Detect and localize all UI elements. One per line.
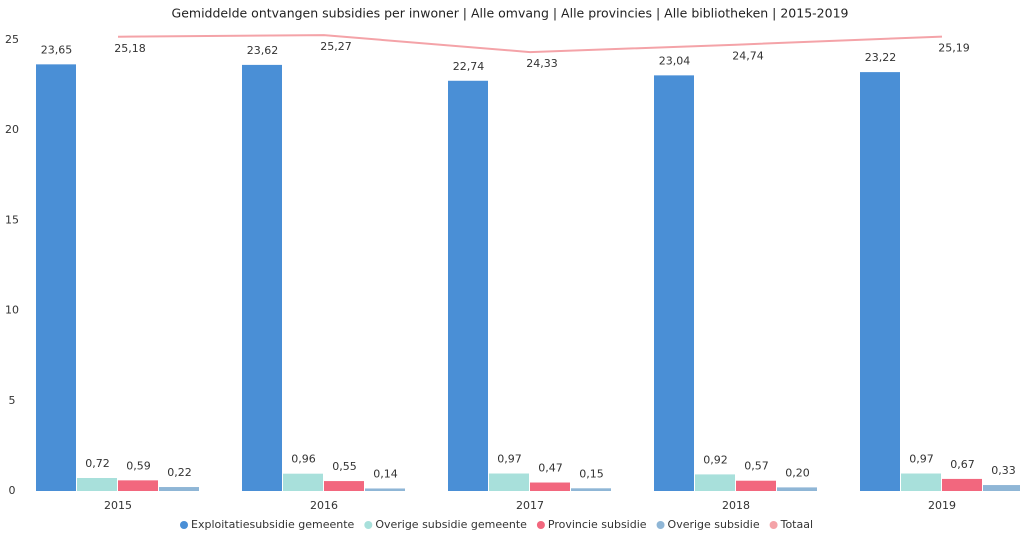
total-label: 25,18 <box>114 42 146 55</box>
value-label: 23,22 <box>865 51 897 64</box>
x-tick-label: 2018 <box>722 499 750 512</box>
value-label: 0,72 <box>85 457 110 470</box>
value-label: 0,20 <box>785 466 810 479</box>
value-label: 23,04 <box>659 54 691 67</box>
legend-label: Exploitatiesubsidie gemeente <box>191 518 355 531</box>
bar <box>695 474 735 491</box>
bar <box>860 72 900 491</box>
bar <box>242 64 282 491</box>
y-tick-label: 5 <box>9 394 16 407</box>
bar <box>118 480 158 491</box>
legend-label: Overige subsidie gemeente <box>375 518 527 531</box>
bar <box>365 488 405 491</box>
y-tick-label: 0 <box>9 484 16 497</box>
legend-label: Overige subsidie <box>668 518 760 531</box>
value-label: 0,55 <box>332 460 357 473</box>
bar <box>77 478 117 491</box>
y-tick-label: 20 <box>5 123 19 136</box>
legend-label: Provincie subsidie <box>548 518 647 531</box>
y-tick-label: 25 <box>5 33 19 46</box>
legend-marker <box>364 521 373 529</box>
legend-marker <box>769 521 778 529</box>
bar <box>736 480 776 491</box>
bar <box>942 478 982 491</box>
value-label: 0,57 <box>744 460 769 473</box>
value-label: 0,59 <box>126 459 151 472</box>
value-label: 23,65 <box>41 43 73 56</box>
x-tick-label: 2015 <box>104 499 132 512</box>
x-tick-label: 2019 <box>928 499 956 512</box>
value-label: 0,92 <box>703 453 728 466</box>
bar <box>654 75 694 491</box>
value-label: 0,14 <box>373 467 398 480</box>
value-label: 22,74 <box>453 60 485 73</box>
bar <box>901 473 941 491</box>
bar <box>530 482 570 491</box>
legend-marker <box>656 521 665 529</box>
total-line <box>117 34 943 54</box>
bar <box>489 473 529 491</box>
total-label: 24,33 <box>526 57 558 70</box>
total-label: 25,27 <box>320 40 352 53</box>
legend-label: Totaal <box>780 518 813 531</box>
legend-marker <box>180 521 188 529</box>
x-tick-label: 2016 <box>310 499 338 512</box>
bar <box>983 485 1020 491</box>
value-label: 23,62 <box>247 44 279 57</box>
total-label: 25,19 <box>938 42 970 55</box>
bar <box>36 64 76 491</box>
x-tick-label: 2017 <box>516 499 544 512</box>
total-label: 24,74 <box>732 50 764 63</box>
bar <box>448 80 488 492</box>
bar <box>777 487 817 491</box>
value-label: 0,97 <box>909 453 934 466</box>
bar <box>159 487 199 491</box>
legend-marker <box>536 521 545 529</box>
bar <box>324 481 364 491</box>
y-tick-label: 15 <box>5 213 19 226</box>
y-tick-label: 10 <box>5 304 19 317</box>
value-label: 0,15 <box>579 467 604 480</box>
value-label: 0,22 <box>167 466 192 479</box>
value-label: 0,47 <box>538 462 563 475</box>
value-label: 0,33 <box>991 464 1016 477</box>
value-label: 0,97 <box>497 453 522 466</box>
bar <box>571 488 611 491</box>
value-label: 0,67 <box>950 458 975 471</box>
value-label: 0,96 <box>291 453 316 466</box>
bar <box>283 473 323 491</box>
chart-title: Gemiddelde ontvangen subsidies per inwon… <box>172 6 849 21</box>
